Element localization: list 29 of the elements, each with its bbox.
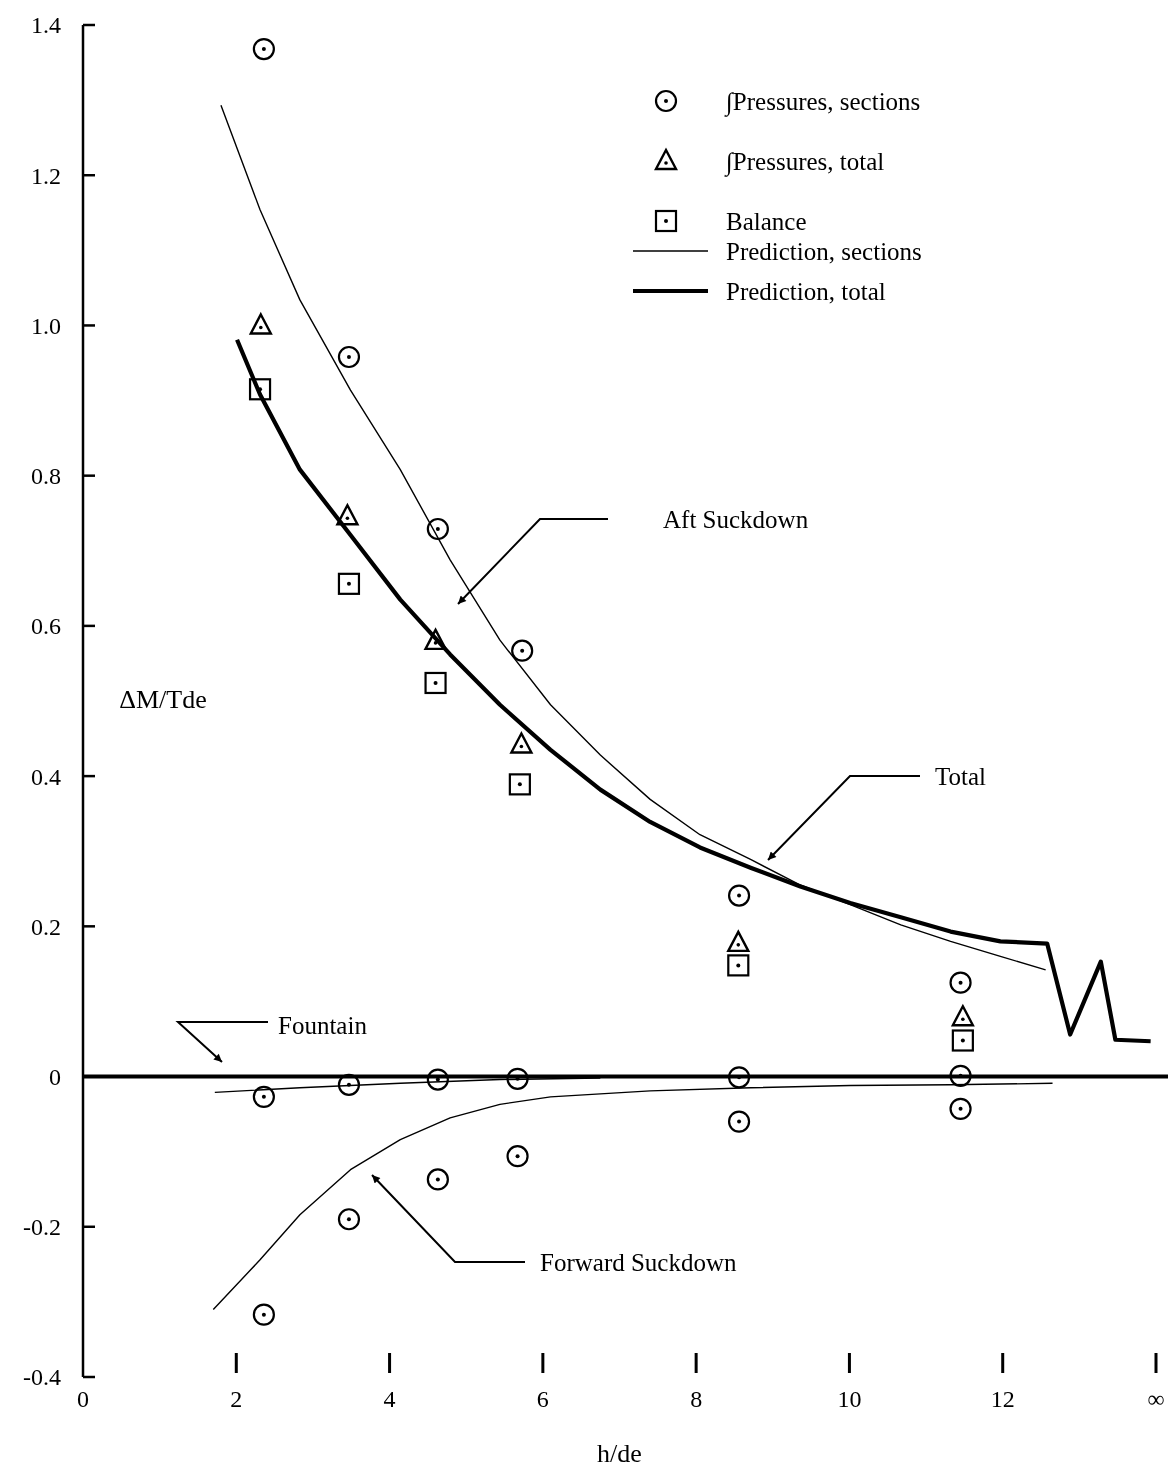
y-tick-label: 0 — [49, 1063, 61, 1090]
y-tick-label: -0.4 — [23, 1364, 61, 1391]
legend-label: ∫Pressures, total — [724, 147, 885, 177]
y-axis-title: ΔM/Tde — [119, 685, 207, 715]
y-tick-label: 0.2 — [31, 913, 61, 940]
y-tick-label: 1.0 — [31, 312, 61, 339]
y-tick-label: 0.8 — [31, 463, 61, 490]
y-tick-label: 1.2 — [31, 162, 61, 189]
x-axis-title: h/de — [597, 1439, 642, 1468]
y-tick-label: -0.2 — [23, 1214, 61, 1241]
y-tick-label: 0.6 — [31, 613, 61, 640]
legend-label: ∫Pressures, sections — [724, 87, 921, 117]
legend-label: Balance — [726, 207, 807, 235]
x-tick-label: 10 — [837, 1386, 862, 1412]
annotation: Total — [935, 762, 987, 790]
annotation: Aft Suckdown — [663, 505, 809, 533]
annotation: Fountain — [278, 1011, 368, 1039]
annotation: Forward Suckdown — [540, 1248, 738, 1276]
x-tick-label: 0 — [77, 1386, 89, 1412]
y-tick-label: 1.4 — [31, 12, 61, 39]
legend-label: Prediction, sections — [726, 237, 922, 265]
x-tick-label: 12 — [990, 1386, 1015, 1412]
y-tick-label: 0.4 — [31, 763, 61, 790]
x-tick-label: 4 — [383, 1386, 396, 1412]
x-tick-label: 6 — [536, 1386, 549, 1412]
x-tick-label: 8 — [690, 1386, 703, 1412]
x-tick-label: 2 — [230, 1386, 243, 1412]
legend-label: Prediction, total — [726, 277, 886, 305]
x-tick-label: ∞ — [1147, 1386, 1165, 1412]
